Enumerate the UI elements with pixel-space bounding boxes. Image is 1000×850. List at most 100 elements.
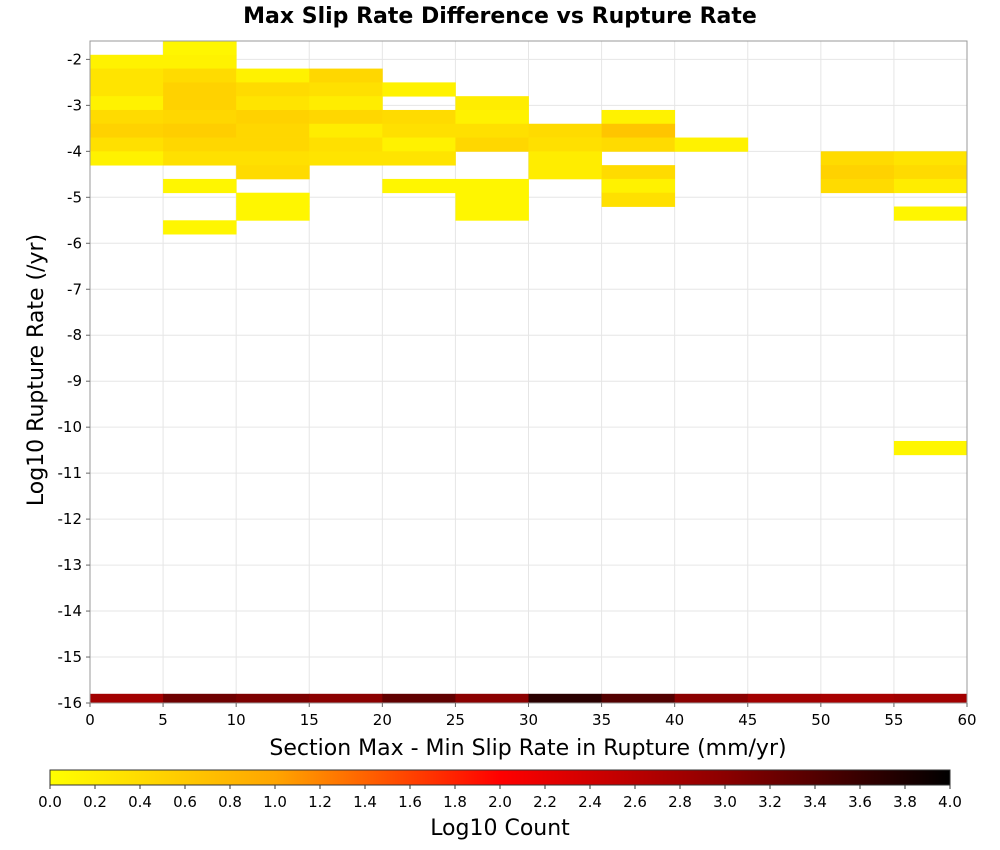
- heatmap-cell: [163, 123, 237, 138]
- heatmap-cell: [674, 693, 749, 704]
- y-tick-label: -5: [67, 188, 82, 206]
- colorbar-tick-label: 0.4: [128, 793, 152, 811]
- heatmap-cell: [455, 137, 529, 152]
- x-tick-label: 5: [158, 711, 168, 729]
- heatmap-cell: [236, 693, 310, 704]
- heatmap-cell: [455, 123, 529, 138]
- colorbar-tick-label: 2.8: [668, 793, 692, 811]
- x-tick-label: 45: [738, 711, 757, 729]
- heatmap-cell: [309, 137, 383, 152]
- heatmap-cell: [893, 693, 968, 704]
- heatmap-cell: [528, 693, 602, 704]
- heatmap-cell: [601, 109, 676, 125]
- heatmap-cell: [674, 137, 749, 152]
- colorbar-ticks: 0.0 0.2 0.4 0.6 0.8 1.0 1.2 1.4 1.6 1.8 2.0 2.2 2.4 2…: [38, 785, 962, 811]
- heatmap-cell: [747, 693, 822, 704]
- colorbar-tick-label: 0.8: [218, 793, 242, 811]
- colorbar-tick-label: 1.2: [308, 793, 332, 811]
- heatmap-cell: [455, 192, 529, 207]
- heatmap-cell: [163, 693, 237, 704]
- colorbar-tick-label: 3.2: [758, 793, 782, 811]
- heatmap-cell: [163, 109, 237, 125]
- y-tick-label: -3: [67, 96, 82, 114]
- x-tick-label: 0: [85, 711, 95, 729]
- colorbar-label: Log10 Count: [430, 816, 570, 841]
- y-tick-label: -7: [67, 280, 82, 298]
- y-tick-label: -10: [58, 418, 83, 436]
- heatmap-cell: [309, 123, 383, 138]
- heatmap-cell: [528, 165, 602, 180]
- heatmap-cell: [382, 178, 456, 194]
- heatmap-cell: [893, 206, 968, 221]
- heatmap-cell: [893, 165, 968, 180]
- heatmap-cell: [382, 137, 456, 152]
- heatmap-cell: [528, 123, 602, 138]
- heatmap-cell: [236, 109, 310, 125]
- x-axis-label: Section Max - Min Slip Rate in Rupture (…: [269, 736, 786, 761]
- heatmap-cell: [163, 151, 237, 166]
- heatmap-cell: [455, 109, 529, 125]
- x-tick-label: 50: [811, 711, 830, 729]
- heatmap-cell: [90, 137, 164, 152]
- heatmap-cell: [601, 123, 676, 138]
- colorbar-tick-label: 1.0: [263, 793, 287, 811]
- colorbar-tick-label: 3.0: [713, 793, 737, 811]
- heatmap-cell: [382, 151, 456, 166]
- heatmap-cell: [382, 82, 456, 97]
- colorbar-tick-label: 2.6: [623, 793, 647, 811]
- heatmap-cell: [820, 178, 895, 194]
- colorbar-tick-label: 3.6: [848, 793, 872, 811]
- heatmap-cell: [163, 41, 237, 56]
- x-tick-label: 20: [373, 711, 392, 729]
- colorbar-tick-label: 3.4: [803, 793, 827, 811]
- colorbar-tick-label: 1.4: [353, 793, 377, 811]
- colorbar-tick-label: 2.4: [578, 793, 602, 811]
- heatmap-cell: [309, 151, 383, 166]
- x-tick-label: 30: [519, 711, 538, 729]
- heatmap-cell: [893, 151, 968, 166]
- heatmap-cell: [163, 137, 237, 152]
- x-tick-label: 10: [227, 711, 246, 729]
- heatmap-cell: [163, 220, 237, 235]
- y-tick-label: -12: [58, 510, 83, 528]
- heatmap-cell: [236, 206, 310, 221]
- y-axis-ticks: -2 -3 -4 -5 -6 -7 -8 -9 -10 -11 -12 -13 -14 -15 -16: [58, 50, 90, 712]
- heatmap-cell: [820, 151, 895, 166]
- heatmap-cell: [90, 123, 164, 138]
- x-tick-label: 55: [884, 711, 903, 729]
- colorbar: [49, 769, 951, 786]
- heatmap-cell: [90, 54, 164, 69]
- heatmap-cell: [163, 96, 237, 111]
- heatmap-cell: [163, 54, 237, 69]
- heatmap-cell: [309, 693, 383, 704]
- heatmap-cell: [601, 165, 676, 180]
- colorbar-tick-label: 0.2: [83, 793, 107, 811]
- x-tick-label: 35: [592, 711, 611, 729]
- heatmap-cell: [893, 178, 968, 194]
- y-tick-label: -16: [58, 694, 83, 712]
- heatmap-cell: [601, 693, 676, 704]
- heatmap-cell: [163, 82, 237, 97]
- x-tick-label: 60: [957, 711, 976, 729]
- y-tick-label: -14: [58, 602, 83, 620]
- x-tick-label: 40: [665, 711, 684, 729]
- heatmap-cell: [236, 96, 310, 111]
- y-tick-label: -8: [67, 326, 82, 344]
- colorbar-tick-label: 1.8: [443, 793, 467, 811]
- heatmap-cell: [236, 68, 310, 83]
- heatmap-cell: [309, 68, 383, 83]
- heatmap-cell: [163, 178, 237, 194]
- x-tick-label: 15: [300, 711, 319, 729]
- heatmap-cell: [236, 192, 310, 207]
- heatmap-cell: [236, 82, 310, 97]
- y-axis-label: Log10 Rupture Rate (/yr): [24, 234, 49, 506]
- heatmap-cell: [309, 96, 383, 111]
- heatmap-cell: [90, 693, 164, 704]
- heatmap-cell: [90, 68, 164, 83]
- heatmap-cell: [820, 165, 895, 180]
- y-tick-label: -4: [67, 142, 82, 160]
- heatmap-cell: [236, 137, 310, 152]
- y-tick-label: -13: [58, 556, 83, 574]
- heatmap-cell: [455, 206, 529, 221]
